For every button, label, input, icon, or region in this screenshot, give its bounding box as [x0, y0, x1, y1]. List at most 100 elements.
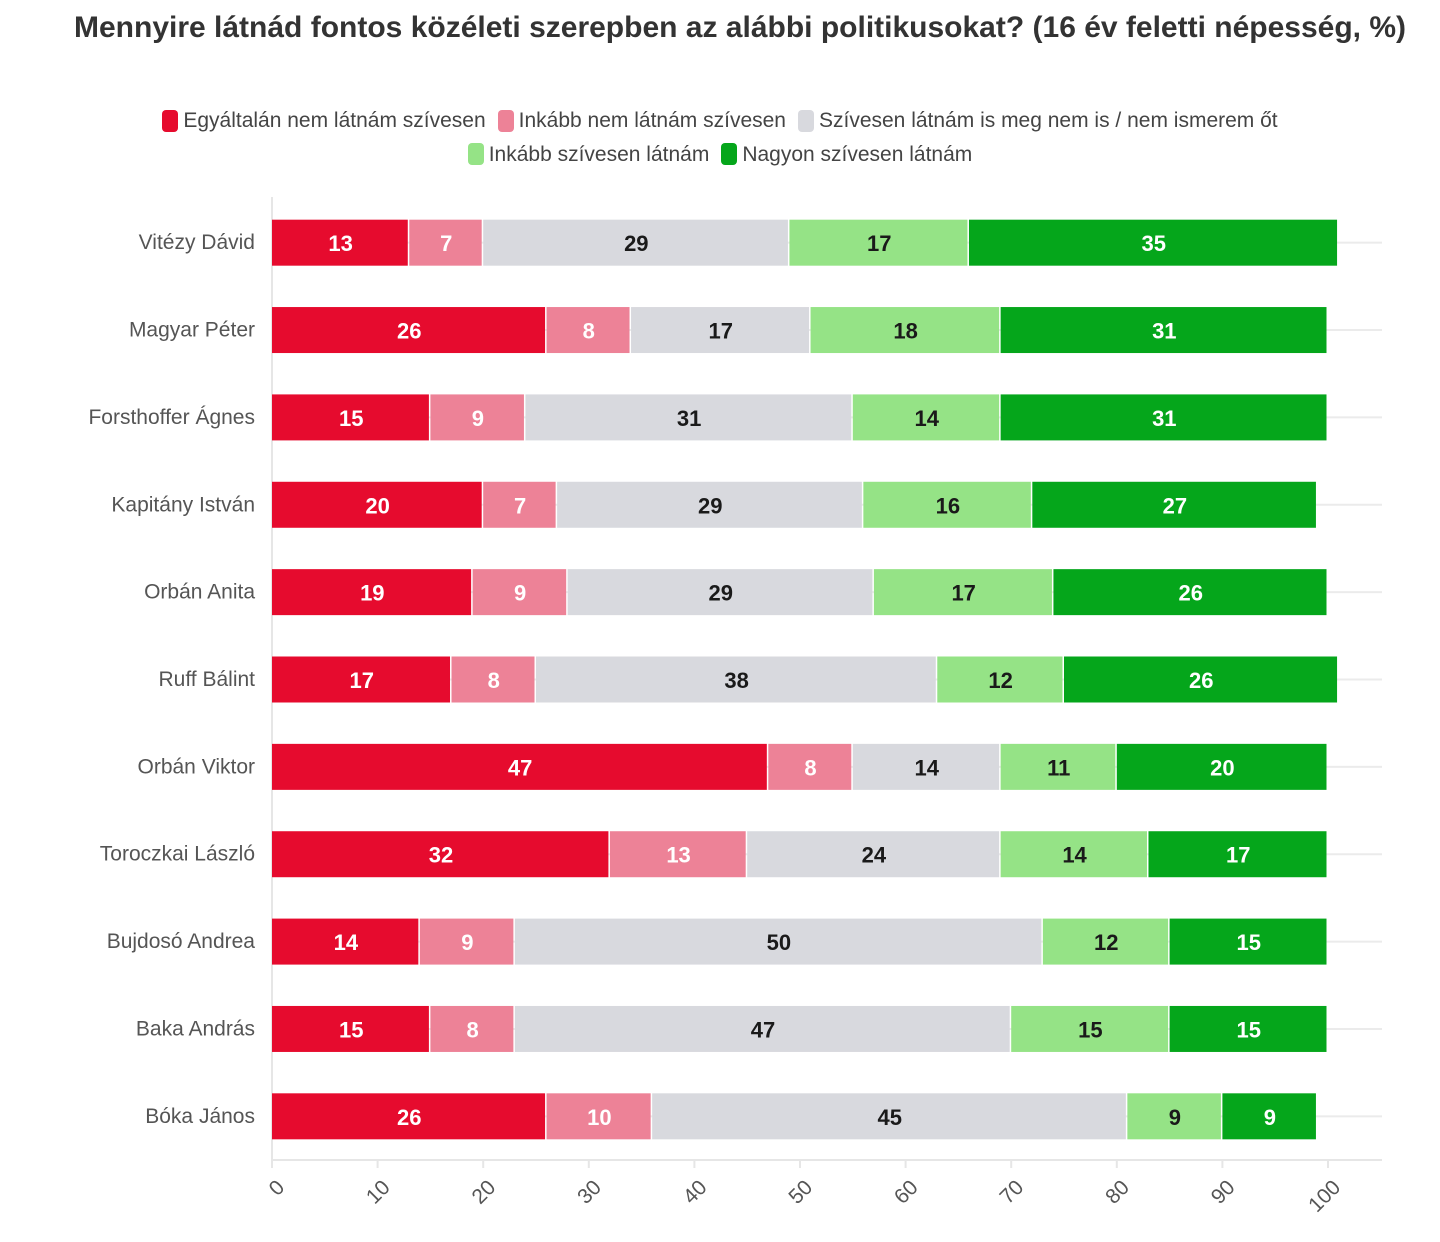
bar-value-label: 15 [1237, 1017, 1261, 1042]
bar-segment [1116, 743, 1327, 790]
category-label: Orbán Anita [144, 581, 255, 604]
bar-segment [409, 219, 482, 266]
bar-value-label: 7 [440, 231, 452, 256]
bar-value-label: 7 [514, 493, 526, 518]
x-tick-label: 20 [468, 1176, 501, 1209]
bar-segment [272, 656, 451, 703]
bar-value-label: 9 [461, 930, 473, 955]
bar-segment [1000, 307, 1327, 354]
bar-value-label: 9 [472, 406, 484, 431]
bar-segment [546, 307, 630, 354]
bar-value-label: 12 [1094, 930, 1118, 955]
category-label: Kapitány István [111, 493, 255, 516]
bar-value-label: 47 [751, 1017, 775, 1042]
legend-swatch [497, 109, 514, 132]
category-label: Magyar Péter [129, 319, 255, 342]
bar-value-label: 8 [467, 1017, 479, 1042]
bar-value-label: 13 [666, 843, 690, 868]
bar-segment [272, 1093, 546, 1140]
bar-value-label: 24 [862, 843, 887, 868]
bar-segment [609, 831, 746, 878]
bar-segment [852, 743, 1000, 790]
bar-value-label: 32 [429, 843, 453, 868]
category-label: Baka András [136, 1017, 255, 1040]
bar-segment [451, 656, 535, 703]
bar-value-label: 9 [514, 581, 526, 606]
bar-segment [1000, 831, 1147, 878]
bar-segment [525, 394, 852, 441]
x-tick-label: 70 [996, 1176, 1029, 1209]
x-tick-label: 80 [1101, 1176, 1134, 1209]
legend-swatch [467, 143, 484, 165]
bar-segment [272, 481, 482, 528]
bar-segment [430, 394, 524, 441]
bar-segment [272, 831, 609, 878]
category-label: Orbán Viktor [138, 755, 256, 778]
bar-value-label: 15 [339, 406, 363, 431]
bar-value-label: 20 [1210, 755, 1234, 780]
bar-segment [483, 219, 788, 266]
bar-segment [652, 1093, 1126, 1140]
bar-segment [430, 1005, 514, 1052]
bar-value-label: 19 [360, 581, 384, 606]
bar-value-label: 17 [951, 581, 975, 606]
legend-label: Inkább szívesen látnám [488, 142, 710, 166]
legend-item: Inkább nem látnám szívesen [497, 106, 786, 135]
bar-segment [747, 831, 1000, 878]
bar-segment [1053, 569, 1327, 616]
bar-segment [536, 656, 936, 703]
bar-value-label: 15 [1237, 930, 1261, 955]
x-tick-label: 30 [573, 1176, 606, 1209]
bar-value-label: 20 [365, 493, 389, 518]
bar-segment [1000, 394, 1327, 441]
bar-segment [852, 394, 1000, 441]
bar-segment [1222, 1093, 1316, 1140]
bar-segment [1127, 1093, 1221, 1140]
bar-value-label: 31 [677, 406, 701, 431]
bar-segment [873, 569, 1052, 616]
bar-value-label: 17 [709, 319, 733, 344]
bar-value-label: 18 [893, 319, 917, 344]
bar-value-label: 14 [914, 406, 939, 431]
legend-item: Nagyon szívesen látnám [721, 140, 972, 169]
bar-value-label: 45 [878, 1105, 902, 1130]
bar-segment [1011, 1005, 1169, 1052]
bar-segment [1169, 1005, 1327, 1052]
bar-segment [968, 219, 1338, 266]
bar-segment [631, 307, 810, 354]
bar-value-label: 29 [624, 231, 648, 256]
x-tick-label: 90 [1207, 1176, 1240, 1209]
bar-value-label: 17 [867, 231, 891, 256]
category-label: Ruff Bálint [159, 668, 256, 691]
bar-value-label: 26 [397, 1105, 421, 1130]
bar-segment [557, 481, 862, 528]
bar-value-label: 10 [587, 1105, 611, 1130]
bar-value-label: 16 [936, 493, 960, 518]
bar-segment [272, 307, 546, 354]
bar-value-label: 29 [709, 581, 733, 606]
bar-segment [1169, 918, 1327, 965]
bar-segment [768, 743, 852, 790]
legend-item: Egyáltalán nem látnám szívesen [162, 106, 486, 135]
legend-swatch [797, 109, 814, 132]
bar-segment [272, 569, 472, 616]
bar-value-label: 15 [1078, 1017, 1102, 1042]
bar-value-label: 29 [698, 493, 722, 518]
legend-swatch [721, 143, 738, 165]
legend-label: Inkább nem látnám szívesen [518, 109, 786, 132]
category-label: Bujdosó Andrea [107, 930, 256, 953]
bar-value-label: 12 [988, 668, 1012, 693]
bar-value-label: 35 [1142, 231, 1166, 256]
x-tick-label: 10 [362, 1176, 395, 1209]
bar-segment [272, 918, 419, 965]
bar-value-label: 31 [1152, 319, 1176, 344]
bar-value-label: 31 [1152, 406, 1176, 431]
bar-segment [546, 1093, 651, 1140]
bar-segment [272, 394, 429, 441]
bar-value-label: 26 [397, 319, 421, 344]
bar-segment [419, 918, 514, 965]
bar-value-label: 27 [1163, 493, 1187, 518]
bar-value-label: 26 [1178, 581, 1202, 606]
bar-value-label: 13 [328, 231, 352, 256]
